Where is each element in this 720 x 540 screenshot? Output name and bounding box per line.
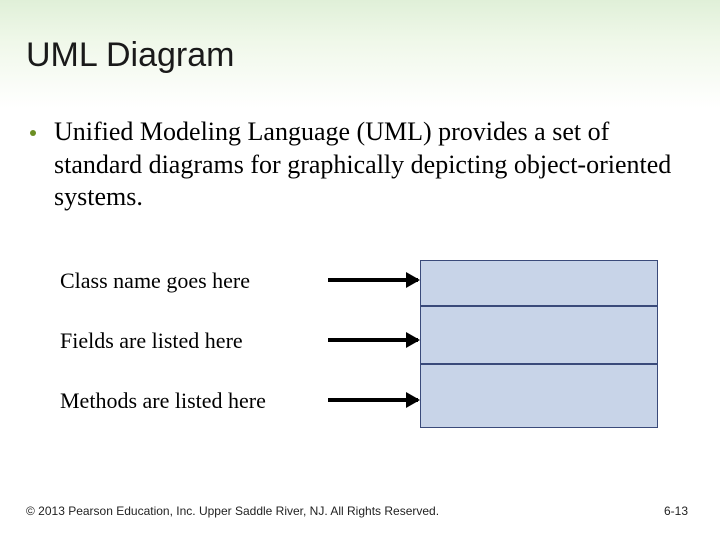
arrow-icon bbox=[328, 338, 418, 342]
uml-diagram: Class name goes here Fields are listed h… bbox=[60, 260, 660, 460]
label-class-name: Class name goes here bbox=[60, 268, 250, 294]
label-methods: Methods are listed here bbox=[60, 388, 266, 414]
uml-compartment-name bbox=[420, 260, 658, 306]
slide-title: UML Diagram bbox=[26, 36, 234, 75]
footer-copyright: © 2013 Pearson Education, Inc. Upper Sad… bbox=[26, 504, 439, 518]
footer-page-number: 6-13 bbox=[664, 504, 688, 518]
arrow-icon bbox=[328, 398, 418, 402]
bullet-item: Unified Modeling Language (UML) provides… bbox=[30, 116, 680, 214]
uml-compartment-fields bbox=[420, 306, 658, 364]
label-fields: Fields are listed here bbox=[60, 328, 243, 354]
bullet-text: Unified Modeling Language (UML) provides… bbox=[54, 116, 680, 214]
arrow-icon bbox=[328, 278, 418, 282]
bullet-marker-icon bbox=[30, 130, 36, 136]
uml-compartment-methods bbox=[420, 364, 658, 428]
